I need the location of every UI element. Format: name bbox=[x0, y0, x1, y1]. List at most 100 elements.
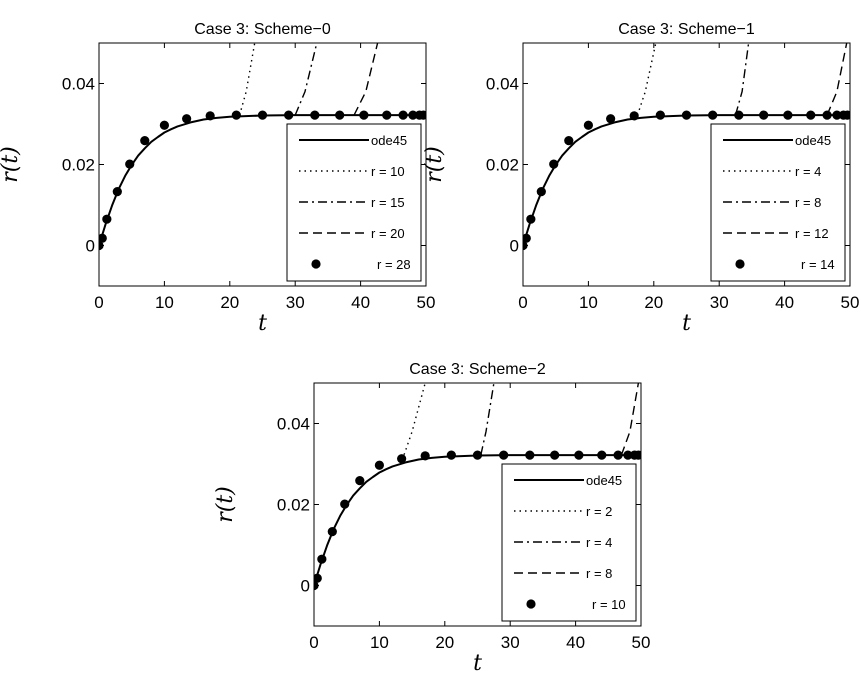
series-line-dotted bbox=[636, 43, 657, 116]
data-point bbox=[550, 450, 560, 460]
legend-box bbox=[286, 123, 422, 282]
chart-panel-0: Case 3: Scheme−0 0 10 20 30 40 50 0 0.02 0.04 t r(t… bbox=[0, 21, 435, 336]
data-point bbox=[655, 110, 665, 120]
legend-label: r = 12 bbox=[795, 226, 829, 241]
data-point bbox=[355, 476, 365, 486]
y-tick-label: 0.04 bbox=[62, 75, 95, 94]
series-line-dashed bbox=[826, 43, 848, 116]
data-point bbox=[382, 110, 392, 120]
data-point bbox=[125, 159, 135, 169]
legend-box bbox=[710, 123, 846, 282]
data-point bbox=[613, 450, 623, 460]
series-line-solid bbox=[523, 114, 850, 246]
x-tick-label: 10 bbox=[370, 633, 389, 652]
legend-label: r = 8 bbox=[586, 566, 612, 581]
plot-area bbox=[99, 43, 426, 251]
chart-title: Case 3: Scheme−0 bbox=[194, 21, 331, 38]
legend-marker bbox=[735, 259, 745, 269]
data-point bbox=[708, 110, 718, 120]
data-point bbox=[335, 110, 345, 120]
data-point bbox=[783, 110, 793, 120]
data-point bbox=[564, 136, 574, 146]
x-tick-label: 30 bbox=[501, 633, 520, 652]
y-axis-label: r(t) bbox=[0, 146, 23, 183]
data-point bbox=[842, 110, 850, 120]
plot-area bbox=[314, 383, 641, 591]
legend-label: r = 20 bbox=[371, 226, 405, 241]
data-point bbox=[314, 573, 322, 583]
legend-label: r = 4 bbox=[586, 535, 612, 550]
series-line-dashdot bbox=[734, 43, 750, 116]
data-point bbox=[418, 110, 426, 120]
data-point bbox=[623, 450, 633, 460]
y-tick-label: 0.04 bbox=[277, 415, 310, 434]
data-point bbox=[359, 110, 369, 120]
legend-label: r = 14 bbox=[801, 257, 835, 272]
data-point bbox=[317, 554, 327, 564]
x-tick-label: 40 bbox=[566, 633, 585, 652]
x-tick-label: 40 bbox=[351, 293, 370, 312]
y-tick-label: 0.02 bbox=[62, 156, 95, 175]
plot-area bbox=[523, 43, 850, 251]
series-line-dashdot bbox=[480, 383, 495, 456]
y-axis-label: r(t) bbox=[422, 146, 447, 183]
data-point bbox=[182, 114, 192, 124]
data-point bbox=[99, 233, 107, 243]
series-markers bbox=[99, 110, 426, 251]
data-point bbox=[340, 499, 350, 509]
legend-label: r = 4 bbox=[795, 164, 821, 179]
series-line-dashed bbox=[353, 43, 379, 116]
x-tick-label: 20 bbox=[435, 633, 454, 652]
data-point bbox=[606, 114, 616, 124]
data-point bbox=[112, 187, 122, 197]
data-point bbox=[525, 450, 535, 460]
data-point bbox=[681, 110, 692, 120]
data-point bbox=[523, 233, 531, 243]
data-point bbox=[398, 110, 408, 120]
data-point bbox=[284, 110, 294, 120]
data-point bbox=[597, 450, 607, 460]
data-point bbox=[420, 451, 430, 461]
y-tick-label: 0.02 bbox=[486, 156, 519, 175]
legend-label: r = 15 bbox=[371, 195, 405, 210]
data-point bbox=[806, 110, 816, 120]
series-line-dotted bbox=[401, 383, 426, 461]
chart-panel-2: Case 3: Scheme−2 0 10 20 30 40 50 0 0.02 0.04 t r(t… bbox=[213, 361, 650, 676]
data-point bbox=[310, 110, 320, 120]
series-line-dotted bbox=[238, 43, 256, 116]
legend-label: ode45 bbox=[795, 133, 831, 148]
data-point bbox=[159, 120, 169, 130]
legend-label: r = 28 bbox=[377, 257, 411, 272]
x-tick-label: 30 bbox=[710, 293, 729, 312]
data-point bbox=[832, 110, 842, 120]
x-tick-label: 50 bbox=[632, 633, 651, 652]
data-point bbox=[257, 110, 268, 120]
series-line-solid bbox=[314, 454, 641, 586]
series-markers bbox=[523, 110, 850, 251]
x-axis-label: t bbox=[473, 651, 482, 676]
x-tick-label: 50 bbox=[417, 293, 436, 312]
series-line-dashdot bbox=[294, 43, 318, 116]
legend-marker bbox=[311, 259, 321, 269]
x-tick-label: 20 bbox=[644, 293, 663, 312]
data-point bbox=[397, 454, 407, 464]
y-tick-label: 0.02 bbox=[277, 496, 310, 515]
data-point bbox=[759, 110, 769, 120]
x-tick-label: 40 bbox=[775, 293, 794, 312]
legend-box bbox=[501, 463, 637, 622]
data-point bbox=[734, 110, 744, 120]
y-tick-label: 0 bbox=[301, 577, 310, 596]
data-point bbox=[140, 136, 150, 146]
y-tick-label: 0 bbox=[86, 237, 95, 256]
data-point bbox=[526, 214, 536, 224]
series-line-dashed bbox=[620, 383, 640, 456]
legend: ode45 r = 10 r = 15 r = 20 r = 28 bbox=[286, 123, 422, 282]
data-point bbox=[102, 214, 112, 224]
data-point bbox=[327, 527, 337, 537]
data-point bbox=[499, 450, 509, 460]
chart-panel-1: Case 3: Scheme−1 0 10 20 30 40 50 0 0.02 0.04 t r(t… bbox=[422, 21, 859, 336]
data-point bbox=[629, 111, 639, 121]
legend-label: r = 2 bbox=[586, 504, 612, 519]
x-axis-label: t bbox=[258, 311, 267, 336]
